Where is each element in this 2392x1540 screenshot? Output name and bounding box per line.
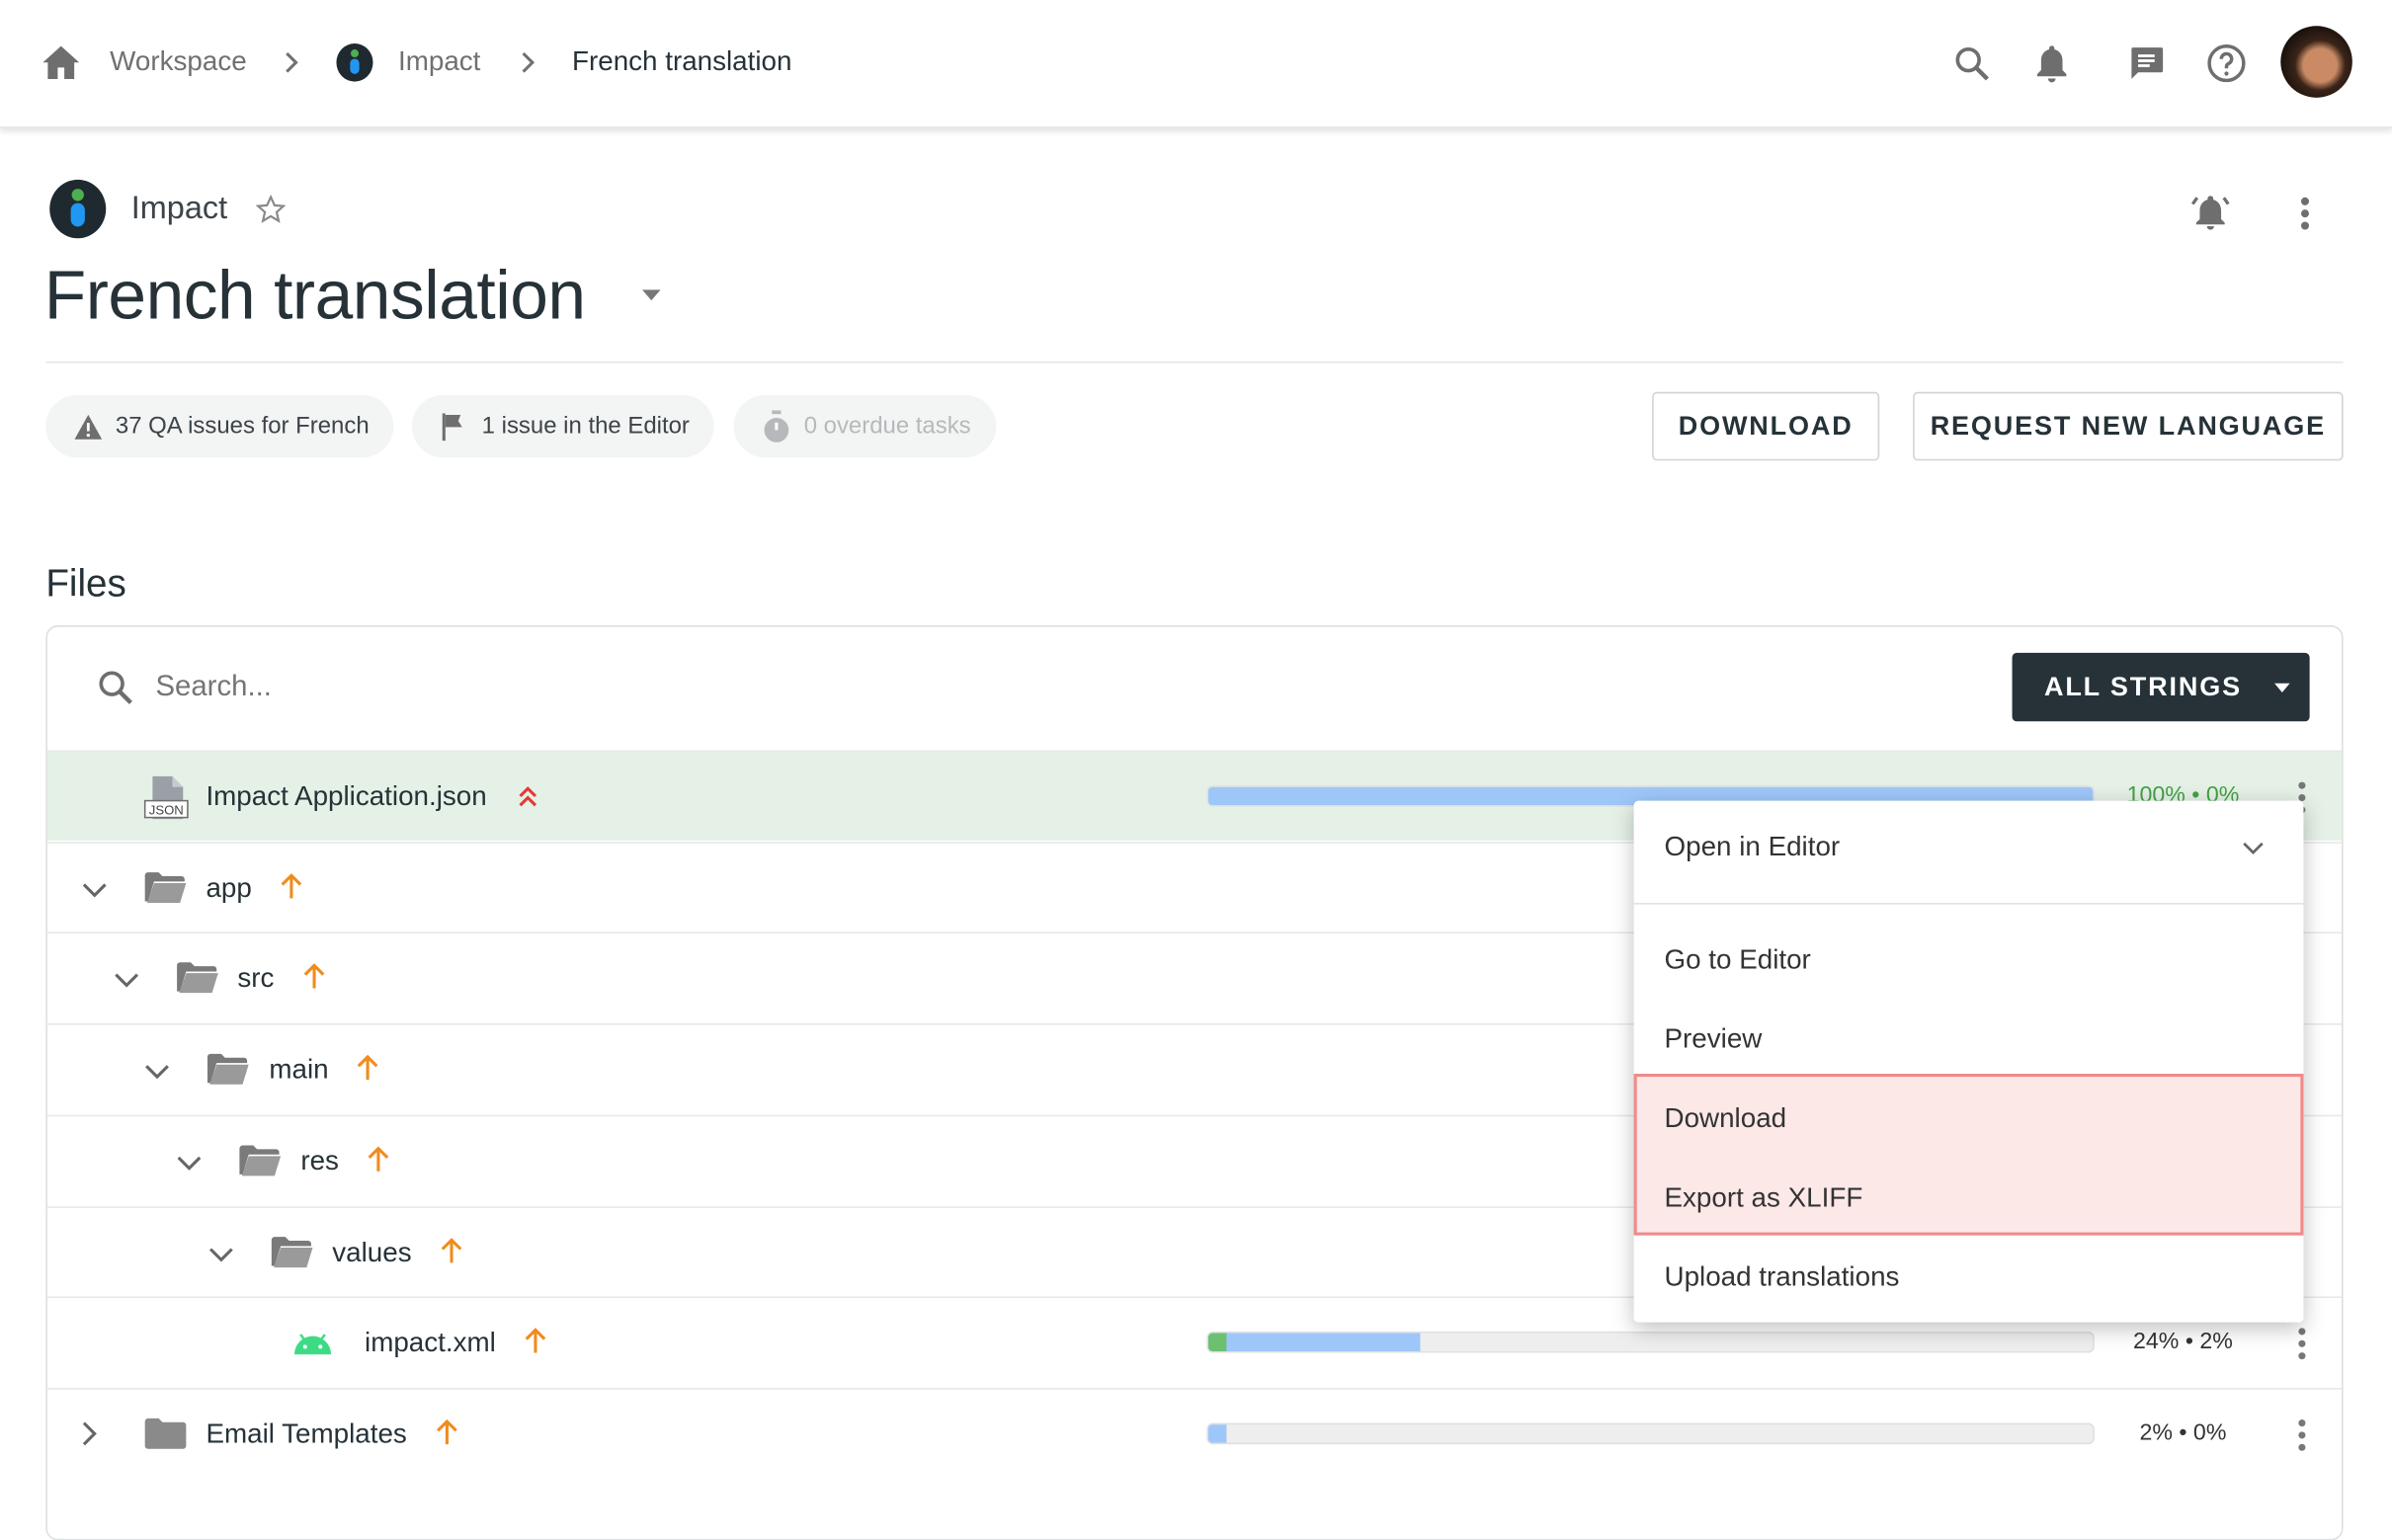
high-priority-icon — [516, 784, 540, 816]
progress-bar — [1206, 1332, 2095, 1353]
folder-row[interactable]: res — [46, 1114, 2343, 1204]
file-name[interactable]: res — [300, 1145, 339, 1176]
progress-bar — [1206, 1422, 2095, 1444]
files-heading: Files — [45, 562, 126, 606]
folder-icon — [175, 961, 219, 1003]
folder-icon — [270, 1235, 314, 1276]
chip-label: 0 overdue tasks — [803, 412, 971, 439]
overdue-tasks-chip: 0 overdue tasks — [733, 394, 997, 458]
files-search-input[interactable] — [152, 662, 1532, 714]
folder-icon — [238, 1144, 283, 1185]
arrow-up-icon — [435, 1418, 459, 1454]
menu-header-open-in-editor[interactable]: Open in Editor — [1664, 831, 1841, 862]
request-new-language-button[interactable]: REQUEST NEW LANGUAGE — [1913, 391, 2344, 461]
chevron-down-icon[interactable] — [176, 1153, 204, 1180]
breadcrumb-impact[interactable]: Impact — [397, 45, 481, 77]
arrow-up-icon — [356, 1054, 380, 1090]
folder-row[interactable]: app — [46, 841, 2343, 932]
folder-row[interactable]: values — [46, 1205, 2343, 1296]
folder-icon — [206, 1053, 251, 1094]
arrow-up-icon — [524, 1328, 548, 1363]
notification-settings-icon[interactable] — [2189, 191, 2232, 233]
file-context-menu: Open in Editor Go to Editor Preview Down… — [1633, 800, 2304, 1323]
file-name[interactable]: Email Templates — [206, 1418, 407, 1449]
menu-item-download[interactable]: Download — [1664, 1102, 1787, 1134]
folder-row[interactable]: Email Templates 2% • 0% — [46, 1387, 2343, 1478]
chevron-down-icon[interactable] — [113, 971, 140, 999]
home-icon[interactable] — [41, 44, 81, 81]
menu-item-upload-translations[interactable]: Upload translations — [1664, 1260, 1900, 1292]
top-bar — [0, 0, 2392, 128]
chip-label: 1 issue in the Editor — [481, 412, 690, 439]
highlight-box — [1633, 1073, 2304, 1236]
chevron-down-icon[interactable] — [81, 879, 109, 907]
qa-issues-chip[interactable]: 37 QA issues for French — [45, 394, 394, 458]
progress-translated — [1207, 786, 2094, 806]
progress-translated — [1207, 1423, 1226, 1443]
page-title: French translation — [43, 256, 586, 335]
menu-item-preview[interactable]: Preview — [1664, 1023, 1763, 1054]
file-name[interactable]: values — [332, 1236, 412, 1267]
impact-logo-icon — [336, 43, 373, 82]
caret-down-icon[interactable] — [639, 288, 664, 303]
svg-text:JSON: JSON — [149, 802, 184, 817]
file-name[interactable]: main — [269, 1054, 329, 1085]
json-file-icon: JSON — [143, 774, 189, 828]
project-logo-icon — [49, 179, 107, 239]
filter-label: ALL STRINGS — [2043, 671, 2243, 702]
folder-icon — [143, 870, 188, 912]
chevron-right-icon — [286, 51, 298, 73]
help-icon[interactable] — [2206, 42, 2248, 84]
more-vert-icon[interactable] — [2294, 194, 2316, 233]
project-name[interactable]: Impact — [130, 191, 228, 226]
bell-icon[interactable] — [2033, 42, 2070, 84]
progress-percent: 24% • 2% — [2133, 1329, 2233, 1355]
chevron-right-icon[interactable] — [81, 1419, 100, 1455]
progress-percent: 2% • 0% — [2139, 1419, 2227, 1446]
chevron-right-icon — [522, 51, 536, 73]
arrow-up-icon — [280, 872, 304, 908]
editor-issues-chip[interactable]: 1 issue in the Editor — [411, 394, 714, 458]
all-strings-filter-button[interactable]: ALL STRINGS — [2012, 652, 2310, 722]
star-icon[interactable] — [255, 194, 287, 225]
file-name[interactable]: impact.xml — [365, 1327, 496, 1358]
avatar[interactable] — [2280, 26, 2352, 98]
caret-down-icon — [2273, 682, 2289, 692]
divider — [45, 361, 2344, 364]
arrow-up-icon — [301, 963, 326, 999]
menu-item-go-to-editor[interactable]: Go to Editor — [1664, 943, 1811, 975]
breadcrumb-workspace[interactable]: Workspace — [110, 45, 247, 77]
chip-label: 37 QA issues for French — [115, 412, 370, 439]
folder-icon — [143, 1417, 188, 1458]
progress-translated — [1207, 1333, 1421, 1352]
android-icon — [292, 1332, 332, 1363]
download-button[interactable]: DOWNLOAD — [1652, 391, 1880, 461]
chat-icon[interactable] — [2125, 44, 2168, 84]
file-name[interactable]: src — [237, 962, 275, 994]
more-vert-icon[interactable] — [2294, 1417, 2309, 1461]
search-icon[interactable] — [1952, 44, 1992, 84]
file-row[interactable]: impact.xml 24% • 2% — [46, 1296, 2343, 1387]
chevron-down-icon[interactable] — [144, 1062, 172, 1090]
arrow-up-icon — [367, 1145, 391, 1180]
folder-row[interactable]: main — [46, 1023, 2343, 1113]
folder-row[interactable]: src — [46, 932, 2343, 1022]
chevron-down-icon[interactable] — [2241, 839, 2266, 857]
menu-divider — [1633, 903, 2304, 905]
chevron-down-icon[interactable] — [207, 1244, 235, 1271]
more-vert-icon[interactable] — [2294, 1326, 2309, 1370]
file-name[interactable]: app — [206, 871, 252, 903]
timer-icon — [764, 409, 789, 442]
progress-approved — [1207, 1333, 1226, 1352]
menu-item-export-xliff[interactable]: Export as XLIFF — [1664, 1181, 1863, 1213]
search-icon — [99, 671, 132, 704]
warning-icon — [74, 414, 103, 440]
flag-icon — [442, 412, 462, 441]
file-name[interactable]: Impact Application.json — [206, 780, 487, 812]
arrow-up-icon — [439, 1236, 463, 1271]
breadcrumb-current: French translation — [572, 45, 792, 77]
